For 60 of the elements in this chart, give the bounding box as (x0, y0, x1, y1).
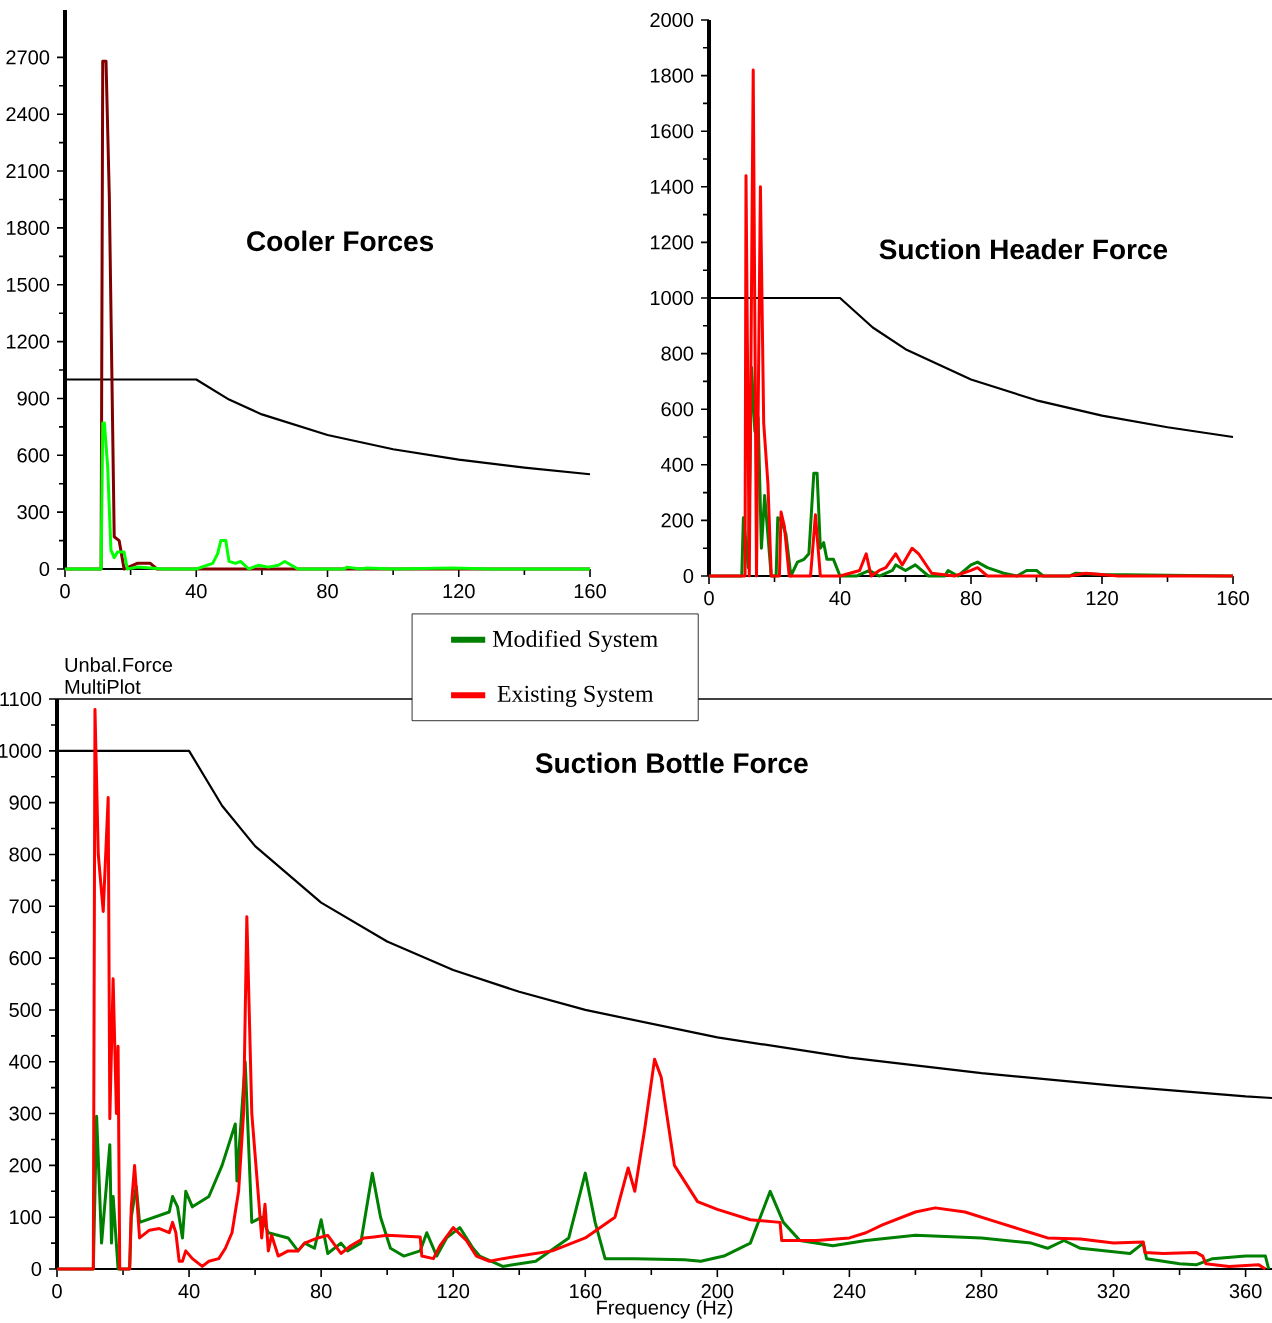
y-tick-label: 1200 (650, 235, 694, 250)
legend-label: Modified System (492, 629, 658, 652)
y-tick-label: 1500 (6, 277, 50, 292)
y-tick-label: 400 (9, 1054, 42, 1069)
y-tick-label: 1800 (6, 220, 50, 235)
y-tick-label: 300 (9, 1106, 42, 1121)
y-tick-label: 800 (661, 346, 694, 361)
y-tick-label: 900 (17, 391, 50, 406)
y-tick-label: 0 (683, 568, 694, 584)
y-tick-label: 400 (661, 457, 694, 472)
y-tick-label: 2400 (6, 107, 50, 122)
y-tick-label: 1000 (650, 290, 694, 306)
x-tick-label: 160 (570, 1284, 602, 1299)
x-tick-label: 120 (1086, 591, 1118, 606)
y-tick-label: 2700 (6, 50, 50, 65)
x-axis-title: Frequency (Hz) (597, 1299, 733, 1319)
y-tick-label: 100 (10, 1210, 42, 1225)
y-tick-label: 2000 (650, 12, 694, 28)
text: Suction Bottle Force (535, 752, 808, 774)
x-tick-label: 120 (438, 1284, 470, 1299)
x-tick-label: 120 (443, 584, 475, 599)
y-tick-label: 500 (9, 1002, 42, 1017)
y-tick-label: 600 (9, 951, 42, 966)
y-tick-label: 200 (661, 513, 694, 528)
x-tick-label: 240 (833, 1284, 866, 1299)
y-tick-label: 900 (9, 795, 42, 810)
line-series (55, 707, 1267, 1271)
x-tick-label: 160 (1217, 591, 1249, 606)
y-tick-label: 1200 (6, 334, 50, 349)
y-tick-label: 1100 (0, 691, 42, 707)
x-tick-label: 360 (1229, 1284, 1262, 1299)
x-tick-label: 0 (60, 584, 70, 599)
y-tick-label: 300 (17, 505, 50, 520)
text: Suction Header Force (879, 238, 1168, 260)
y-tick-label: 600 (661, 402, 694, 417)
x-tick-label: 40 (178, 1284, 200, 1299)
x-tick-label: 0 (704, 591, 714, 606)
y-tick-label: 800 (9, 847, 42, 862)
x-tick-label: 200 (701, 1284, 734, 1299)
x-tick-label: 80 (317, 584, 338, 599)
y-tick-label: 600 (17, 448, 50, 463)
y-tick-label: 1600 (650, 124, 694, 139)
y-tick-label: 0 (39, 561, 50, 577)
x-tick-label: 40 (185, 584, 207, 599)
y-tick-label: 1800 (650, 68, 694, 83)
x-tick-label: 0 (52, 1284, 62, 1299)
y-tick-label: 2100 (6, 164, 50, 179)
x-tick-label: 160 (574, 584, 606, 599)
y-axis-title: Unbal.Force MultiPlot (65, 657, 173, 694)
x-tick-label: 40 (829, 591, 851, 606)
x-tick-label: 280 (965, 1284, 998, 1299)
text: Cooler Forces (247, 230, 434, 252)
y-tick-label: 0 (31, 1261, 42, 1277)
legend-label: Existing System (497, 685, 654, 707)
x-tick-label: 320 (1097, 1284, 1130, 1299)
x-tick-label: 80 (960, 591, 982, 606)
y-tick-label: 200 (9, 1158, 42, 1173)
x-tick-label: 80 (310, 1284, 332, 1299)
y-tick-label: 1400 (650, 179, 694, 194)
y-tick-label: 700 (9, 899, 42, 914)
